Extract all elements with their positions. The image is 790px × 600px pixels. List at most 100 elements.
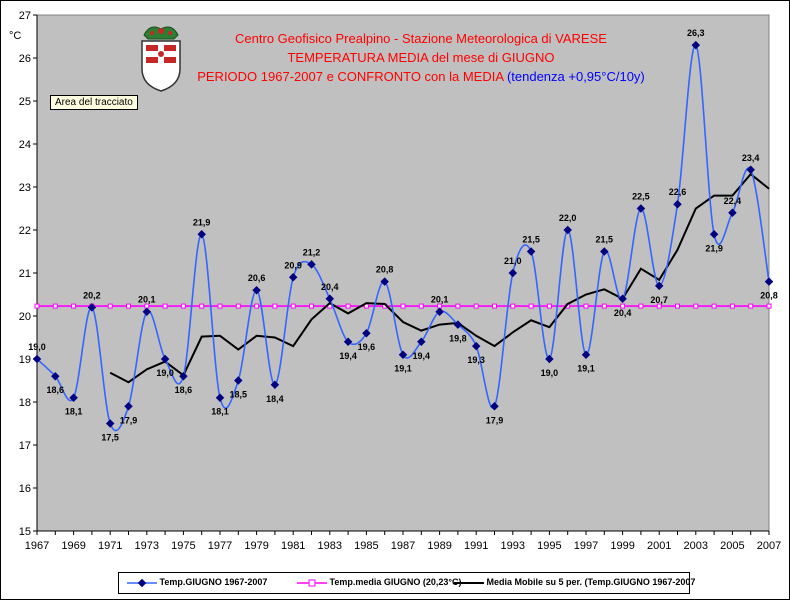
data-label: 21,5 <box>522 235 540 245</box>
y-tick-label: 25 <box>19 96 31 108</box>
mean-point <box>638 303 644 309</box>
mean-point <box>675 303 680 309</box>
data-label: 17,5 <box>101 433 119 443</box>
data-label: 20,8 <box>376 265 394 275</box>
temp-data-point <box>197 230 206 239</box>
x-tick-label: 1999 <box>610 540 634 552</box>
data-label: 20,4 <box>321 282 339 292</box>
moving-average-line <box>109 172 770 384</box>
x-tick-label: 1969 <box>61 540 85 552</box>
mean-point <box>199 303 205 309</box>
data-label: 20,6 <box>248 273 266 283</box>
x-tick-label: 1983 <box>318 540 342 552</box>
data-label: 19,3 <box>467 355 485 365</box>
x-tick-label: 1987 <box>391 540 415 552</box>
chart-title-line-1: Centro Geofisico Prealpino - Stazione Me… <box>235 31 607 46</box>
temp-data-point <box>51 371 60 381</box>
mean-point <box>71 303 77 309</box>
data-label: 18,5 <box>230 390 248 400</box>
temp-data-point <box>453 320 463 329</box>
mean-point <box>729 303 735 309</box>
temp-data-point <box>105 419 115 428</box>
x-tick-label: 1995 <box>537 540 561 552</box>
mean-point <box>52 303 58 309</box>
temp-data-point <box>545 354 554 364</box>
mean-point <box>34 303 40 309</box>
mean-point <box>473 303 479 309</box>
data-label: 21,5 <box>596 235 614 245</box>
chart-title-period: PERIODO 1967-2007 e CONFRONTO con la MED… <box>197 69 504 84</box>
y-axis-label: °C <box>9 30 21 42</box>
data-label: 18,1 <box>65 407 83 417</box>
data-label: 23,4 <box>742 153 760 163</box>
mean-point <box>254 303 260 309</box>
data-label: 21,9 <box>193 217 211 227</box>
data-label: 19,4 <box>413 351 431 361</box>
x-tick-label: 1977 <box>208 540 232 552</box>
data-label: 21,2 <box>303 247 321 257</box>
x-tick-label: 1981 <box>281 540 305 552</box>
y-tick-label: 22 <box>19 225 31 237</box>
data-label: 20,2 <box>83 290 101 300</box>
chart-trend-note: (tendenza +0,95°C/10y) <box>506 69 645 84</box>
mean-point <box>345 303 351 309</box>
x-tick-label: 2003 <box>684 540 708 552</box>
x-tick-label: 1971 <box>98 540 122 552</box>
data-label: 20,1 <box>431 295 449 305</box>
mean-point <box>711 303 717 309</box>
data-label: 26,3 <box>687 28 705 38</box>
coat-of-arms-logo <box>136 21 186 93</box>
data-label: 18,1 <box>211 407 229 417</box>
mean-point <box>492 303 497 309</box>
chart-title-line-3: PERIODO 1967-2007 e CONFRONTO con la MED… <box>191 69 651 84</box>
temp-data-point <box>69 393 78 402</box>
y-tick-label: 23 <box>19 182 31 194</box>
temp-data-point <box>490 402 499 411</box>
mean-point <box>766 303 772 309</box>
x-tick-label: 1979 <box>244 540 268 552</box>
x-tick-label: 2001 <box>647 540 671 552</box>
mean-point <box>656 303 662 309</box>
x-tick-label: 1993 <box>501 540 525 552</box>
mean-point <box>126 303 131 309</box>
temp-data-point <box>471 341 481 351</box>
legend-label-temp-giugno: Temp.GIUGNO 1967-2007 <box>159 577 268 587</box>
data-label: 18,4 <box>266 394 284 404</box>
data-label: 19,0 <box>28 342 46 352</box>
mean-point <box>418 303 424 309</box>
mean-point <box>455 303 461 309</box>
temp-data-point <box>581 350 591 359</box>
temp-data-point <box>142 307 152 316</box>
mean-point <box>107 303 113 309</box>
temp-data-point <box>325 294 335 304</box>
y-tick-label: 21 <box>19 268 31 280</box>
y-tick-label: 15 <box>19 526 31 538</box>
mean-point <box>693 303 699 309</box>
plot-area-tooltip: Area del tracciato <box>50 95 138 110</box>
temp-data-point <box>179 371 188 381</box>
data-label: 18,6 <box>175 385 193 395</box>
mean-point <box>272 303 278 309</box>
data-label: 20,4 <box>614 308 632 318</box>
data-label: 19,6 <box>358 342 376 352</box>
data-label: 17,9 <box>486 415 504 425</box>
data-label: 20,1 <box>138 295 156 305</box>
x-tick-label: 2007 <box>757 540 781 552</box>
temp-data-point <box>380 277 389 286</box>
data-label: 19,0 <box>541 368 559 378</box>
chart-legend: Temp.GIUGNO 1967-2007 Temp.media GIUGNO … <box>118 572 695 594</box>
y-tick-label: 19 <box>19 354 31 366</box>
y-tick-label: 16 <box>19 483 31 495</box>
mean-point <box>748 303 754 309</box>
mean-point <box>528 303 534 309</box>
y-tick-label: 20 <box>19 311 31 323</box>
x-tick-label: 1973 <box>135 540 159 552</box>
data-label: 17,9 <box>120 415 138 425</box>
x-tick-label: 1997 <box>574 540 598 552</box>
temp-data-point <box>270 380 280 390</box>
y-tick-label: 24 <box>19 139 31 151</box>
temp-data-point <box>32 354 42 364</box>
legend-label-media-mobile: Media Mobile su 5 per. (Temp.GIUGNO 1967… <box>486 577 696 587</box>
